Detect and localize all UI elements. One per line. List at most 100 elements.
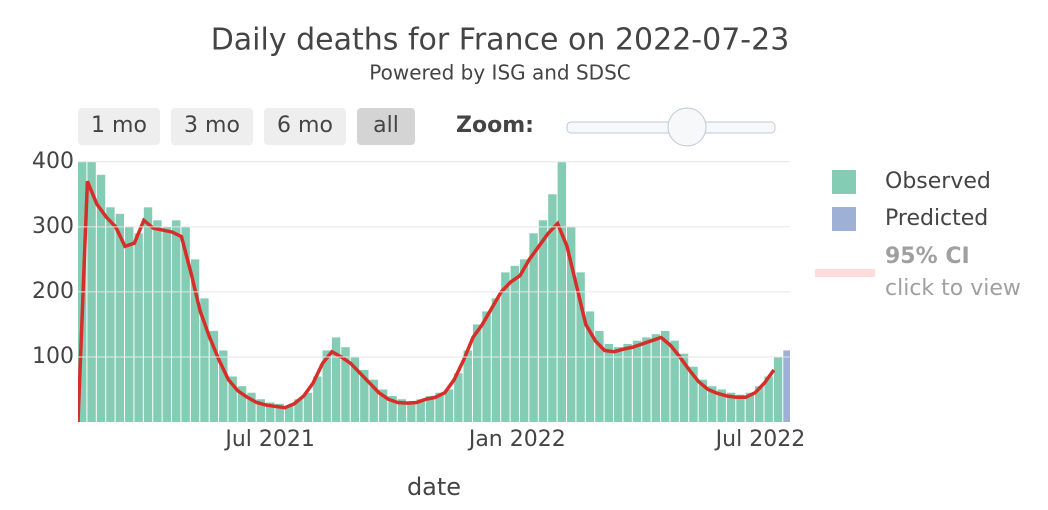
bar [294,399,303,422]
bar [444,389,454,422]
range-button[interactable]: 6 mo [264,108,346,145]
y-tick-label: 400 [32,149,74,174]
range-button[interactable]: 1 mo [78,108,160,145]
trend-line [78,180,776,422]
range-button[interactable]: all [357,108,415,145]
bar [228,376,237,422]
bar [388,395,397,422]
x-tick-label: Jan 2022 [467,427,566,452]
bar [153,220,162,422]
bar [115,213,125,422]
bar [341,347,350,422]
bar [256,399,266,422]
button-bg[interactable] [357,108,415,145]
bar [350,356,360,422]
bar [689,366,698,422]
bar [397,399,407,422]
bar [614,347,623,422]
zoom-label: Zoom: [456,113,534,138]
bar [604,343,614,422]
bar [331,337,341,422]
bar [106,207,115,422]
bar [698,379,708,422]
legend-label[interactable]: Predicted [885,206,988,231]
plot-area [78,161,790,422]
chart-title: Daily deaths for France on 2022-07-23 [211,23,790,58]
bar [284,405,294,422]
bar [172,220,181,422]
button-bg[interactable] [171,108,253,145]
bar [632,340,642,422]
bar [360,369,369,422]
chart-subtitle: Powered by ISG and SDSC [369,61,630,85]
bar [519,259,529,422]
bar [181,226,190,422]
bar [303,392,313,422]
bar [482,311,491,422]
bar [143,207,153,422]
button-label[interactable]: 1 mo [91,113,147,138]
x-tick-label: Jul 2022 [714,427,806,452]
button-bg[interactable] [264,108,346,145]
button-label[interactable]: all [373,113,399,138]
bar [623,343,632,422]
bar [491,298,501,422]
bar [322,350,331,422]
bar [745,392,755,422]
bar [463,350,472,422]
bar [125,226,134,422]
bar [726,392,736,422]
button-label[interactable]: 6 mo [277,113,333,138]
bar [209,330,219,422]
range-button[interactable]: 3 mo [171,108,253,145]
bar [407,401,416,422]
bar [679,353,689,422]
button-bg[interactable] [78,108,160,145]
bar [566,226,576,422]
bar [529,233,538,422]
legend-label[interactable]: Observed [885,169,991,194]
bar [454,373,463,422]
bar [764,376,773,422]
bar [510,265,519,422]
bar [275,403,284,422]
bar [501,272,510,422]
bar [435,392,444,422]
y-tick-label: 100 [32,344,74,369]
zoom-knob[interactable] [667,107,707,147]
bar [651,334,661,422]
bar [190,259,200,422]
bar [425,395,435,422]
bar [369,379,378,422]
bar [661,330,670,422]
legend-swatch[interactable] [832,207,856,231]
bar [576,272,585,422]
bar [313,376,322,422]
bar [96,174,106,422]
bar [783,350,790,422]
x-tick-label: Jul 2021 [223,427,315,452]
bar [266,402,275,422]
bar [538,220,548,422]
bar [717,389,726,422]
legend-swatch[interactable] [832,170,856,194]
bar [736,394,745,422]
bar [548,194,557,422]
bar [773,356,783,422]
bar [162,226,172,422]
y-tick-label: 200 [32,279,74,304]
bar [642,337,651,422]
button-label[interactable]: 3 mo [184,113,240,138]
bar [247,392,256,422]
legend-hint[interactable]: click to view [885,276,1021,301]
bar [237,386,247,422]
bar [670,340,679,422]
bar [200,298,209,422]
bar [472,324,482,422]
bar [708,386,717,422]
y-tick-label: 300 [32,214,74,239]
bar [416,399,425,422]
legend-label[interactable]: 95% CI [885,244,970,269]
bar [219,350,228,422]
